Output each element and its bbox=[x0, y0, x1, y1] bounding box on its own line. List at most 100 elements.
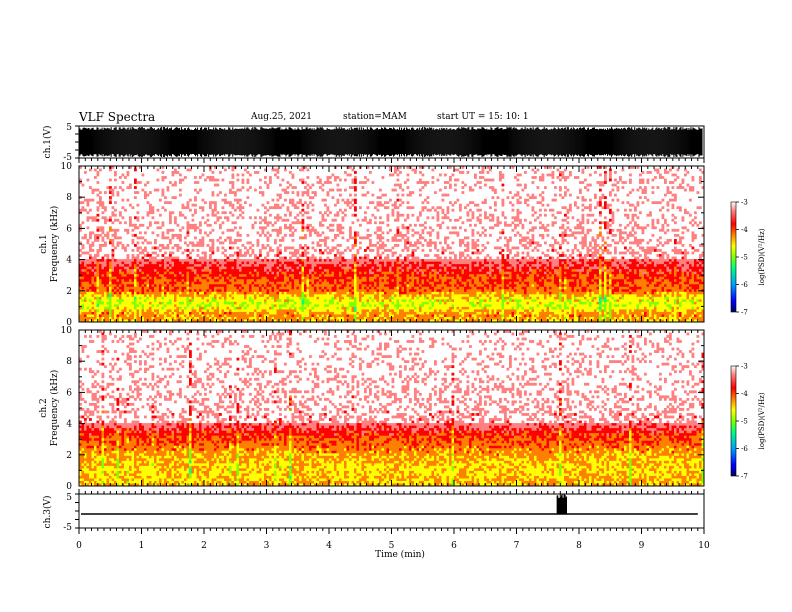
spectrogram-cell bbox=[114, 186, 117, 189]
spectrogram-cell bbox=[299, 168, 302, 172]
spectrogram-cell bbox=[191, 266, 195, 270]
spectrogram-cell bbox=[369, 238, 372, 242]
spectrogram-cell bbox=[169, 181, 172, 184]
spectrogram-cell bbox=[89, 286, 92, 290]
spectrogram-cell bbox=[304, 306, 307, 310]
spectrogram-cell bbox=[114, 259, 117, 262]
spectrogram-cell bbox=[374, 299, 377, 303]
spectrogram-cell bbox=[196, 264, 200, 267]
spectrogram-cell bbox=[224, 201, 227, 205]
spectrogram-cell bbox=[191, 301, 195, 305]
spectrogram-cell bbox=[264, 284, 267, 288]
spectrogram-cell bbox=[341, 279, 345, 283]
spectrogram-cell bbox=[104, 294, 107, 298]
spectrogram-cell bbox=[171, 279, 175, 283]
spectrogram-cell bbox=[266, 314, 270, 318]
spectrogram-cell bbox=[114, 296, 117, 300]
spectrogram-cell bbox=[121, 306, 125, 310]
spectrogram-cell bbox=[276, 311, 280, 315]
spectrogram-cell bbox=[251, 294, 255, 298]
spectrogram-cell bbox=[219, 266, 222, 270]
spectrogram-cell bbox=[91, 231, 95, 235]
spectrogram-cell bbox=[249, 276, 252, 280]
spectrogram-cell bbox=[344, 281, 347, 285]
spectrogram-cell bbox=[376, 261, 380, 265]
spectrogram-cell bbox=[159, 291, 162, 295]
spectrogram-cell bbox=[291, 198, 295, 202]
spectrogram-cell bbox=[284, 249, 287, 252]
spectrogram-cell bbox=[226, 306, 230, 310]
spectrogram-cell bbox=[146, 241, 150, 245]
spectrogram-cell bbox=[361, 289, 365, 293]
spectrogram-cell bbox=[129, 311, 132, 315]
spectrogram-cell bbox=[186, 228, 190, 232]
spectrogram-cell bbox=[309, 266, 312, 270]
spectrogram-cell bbox=[369, 266, 372, 270]
spectrogram-cell bbox=[239, 291, 242, 295]
spectrogram-cell bbox=[234, 221, 237, 225]
spectrogram-cell bbox=[136, 271, 140, 275]
spectrogram-cell bbox=[279, 306, 282, 310]
spectrogram-cell bbox=[349, 306, 352, 310]
spectrogram-cell bbox=[126, 291, 130, 295]
spectrogram-cell bbox=[164, 294, 167, 298]
spectrogram-cell bbox=[336, 233, 340, 237]
spectrogram-cell bbox=[186, 319, 190, 323]
spectrogram-cell bbox=[86, 264, 90, 267]
spectrogram-cell bbox=[81, 206, 85, 210]
spectrogram-cell bbox=[129, 271, 132, 275]
spectrogram-cell bbox=[104, 319, 107, 323]
spectrogram-cell bbox=[104, 191, 107, 194]
spectrogram-cell bbox=[181, 203, 185, 207]
spectrogram-cell bbox=[224, 314, 227, 318]
spectrogram-cell bbox=[209, 176, 212, 179]
spectrogram-cell bbox=[289, 296, 292, 300]
spectrogram-cell bbox=[116, 314, 120, 318]
spectrogram-cell bbox=[296, 304, 300, 308]
spectrogram-cell bbox=[196, 316, 200, 320]
spectrogram-cell bbox=[346, 291, 350, 295]
spectrogram-cell bbox=[351, 311, 355, 315]
spectrogram-cell bbox=[254, 314, 257, 318]
spectrogram-cell bbox=[204, 309, 207, 313]
spectrogram-cell bbox=[119, 176, 122, 179]
spectrogram-cell bbox=[291, 186, 295, 189]
spectrogram-cell bbox=[281, 294, 285, 298]
spectrogram-cell bbox=[111, 256, 115, 260]
spectrogram-cell bbox=[141, 294, 145, 298]
spectrogram-cell bbox=[86, 291, 90, 295]
spectrogram-cell bbox=[119, 213, 122, 217]
spectrogram-cell bbox=[329, 306, 332, 310]
spectrogram-cell bbox=[224, 266, 227, 270]
spectrogram-cell bbox=[306, 281, 310, 285]
spectrogram-cell bbox=[321, 309, 325, 313]
spectrogram-cell bbox=[369, 289, 372, 293]
spectrogram-cell bbox=[289, 171, 292, 174]
spectrogram-cell bbox=[179, 314, 182, 318]
spectrogram-cell bbox=[119, 314, 122, 318]
spectrogram-cell bbox=[301, 203, 305, 207]
spectrogram-cell bbox=[291, 289, 295, 293]
spectrogram-cell bbox=[291, 286, 295, 290]
spectrogram-cell bbox=[261, 279, 265, 283]
spectrogram-cell bbox=[206, 274, 210, 278]
spectrogram-cell bbox=[289, 261, 292, 265]
spectrogram-cell bbox=[79, 264, 82, 267]
spectrogram-cell bbox=[161, 261, 165, 265]
spectrogram-cell bbox=[366, 228, 370, 232]
spectrogram-cell bbox=[304, 291, 307, 295]
spectrogram-cell bbox=[251, 304, 255, 308]
spectrogram-cell bbox=[134, 226, 137, 230]
spectrogram-cell bbox=[341, 286, 345, 290]
spectrogram-cell bbox=[344, 259, 347, 262]
spectrogram-cell bbox=[101, 264, 105, 267]
spectrogram-cell bbox=[336, 213, 340, 217]
spectrogram-cell bbox=[191, 279, 195, 283]
spectrogram-cell bbox=[99, 198, 102, 202]
spectrogram-cell bbox=[279, 316, 282, 320]
spectrogram-cell bbox=[354, 256, 357, 260]
spectrogram-cell bbox=[371, 266, 375, 270]
spectrogram-cell bbox=[131, 311, 135, 315]
spectrogram-cell bbox=[176, 314, 180, 318]
spectrogram-cell bbox=[266, 296, 270, 300]
